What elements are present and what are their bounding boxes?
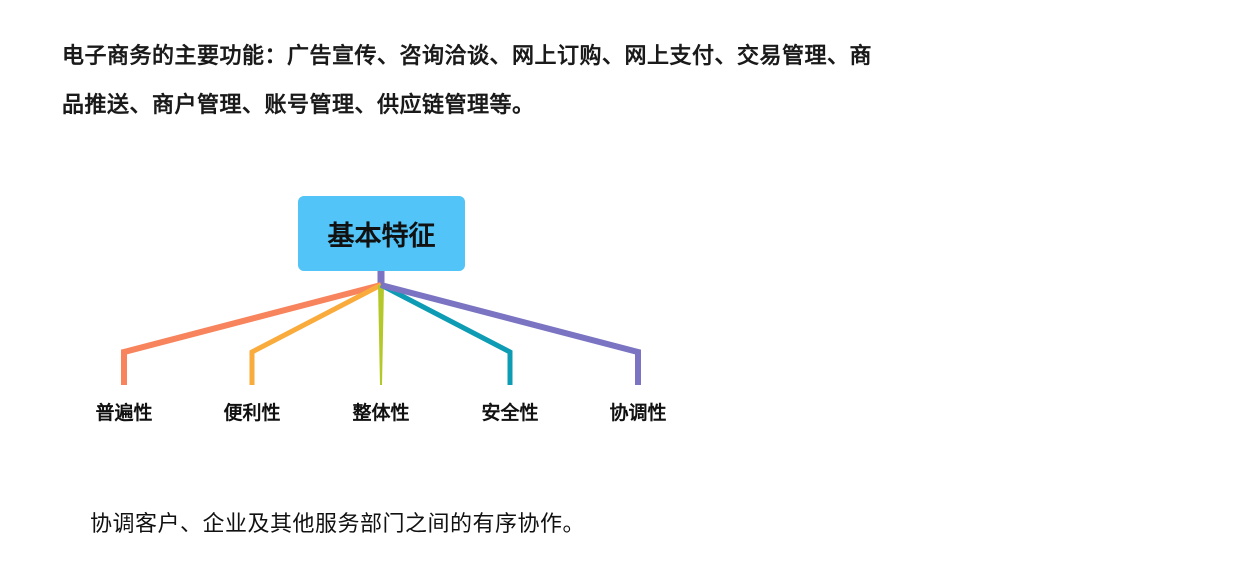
branch-line-5	[380, 282, 641, 385]
branch-line-2	[249, 282, 383, 385]
branch-label: 便利性	[223, 402, 281, 424]
caption-text: 协调客户、企业及其他服务部门之间的有序协作。	[90, 512, 586, 537]
intro-line-2: 品推送、商户管理、账号管理、供应链管理等。	[62, 93, 535, 118]
branch-label: 安全性	[481, 402, 539, 424]
intro-line-1: 电子商务的主要功能：广告宣传、咨询洽谈、网上订购、网上支付、交易管理、商	[62, 44, 873, 69]
root-node: 基本特征	[298, 196, 465, 271]
branch-label: 整体性	[352, 402, 410, 424]
branch-line-1	[121, 282, 382, 385]
branch-line-3	[378, 285, 384, 385]
branch-label: 协调性	[609, 402, 667, 424]
branch-label: 普遍性	[95, 402, 153, 424]
branch-line-4	[379, 282, 513, 385]
intro-paragraph: 电子商务的主要功能：广告宣传、咨询洽谈、网上订购、网上支付、交易管理、商 品推送…	[62, 32, 1062, 130]
